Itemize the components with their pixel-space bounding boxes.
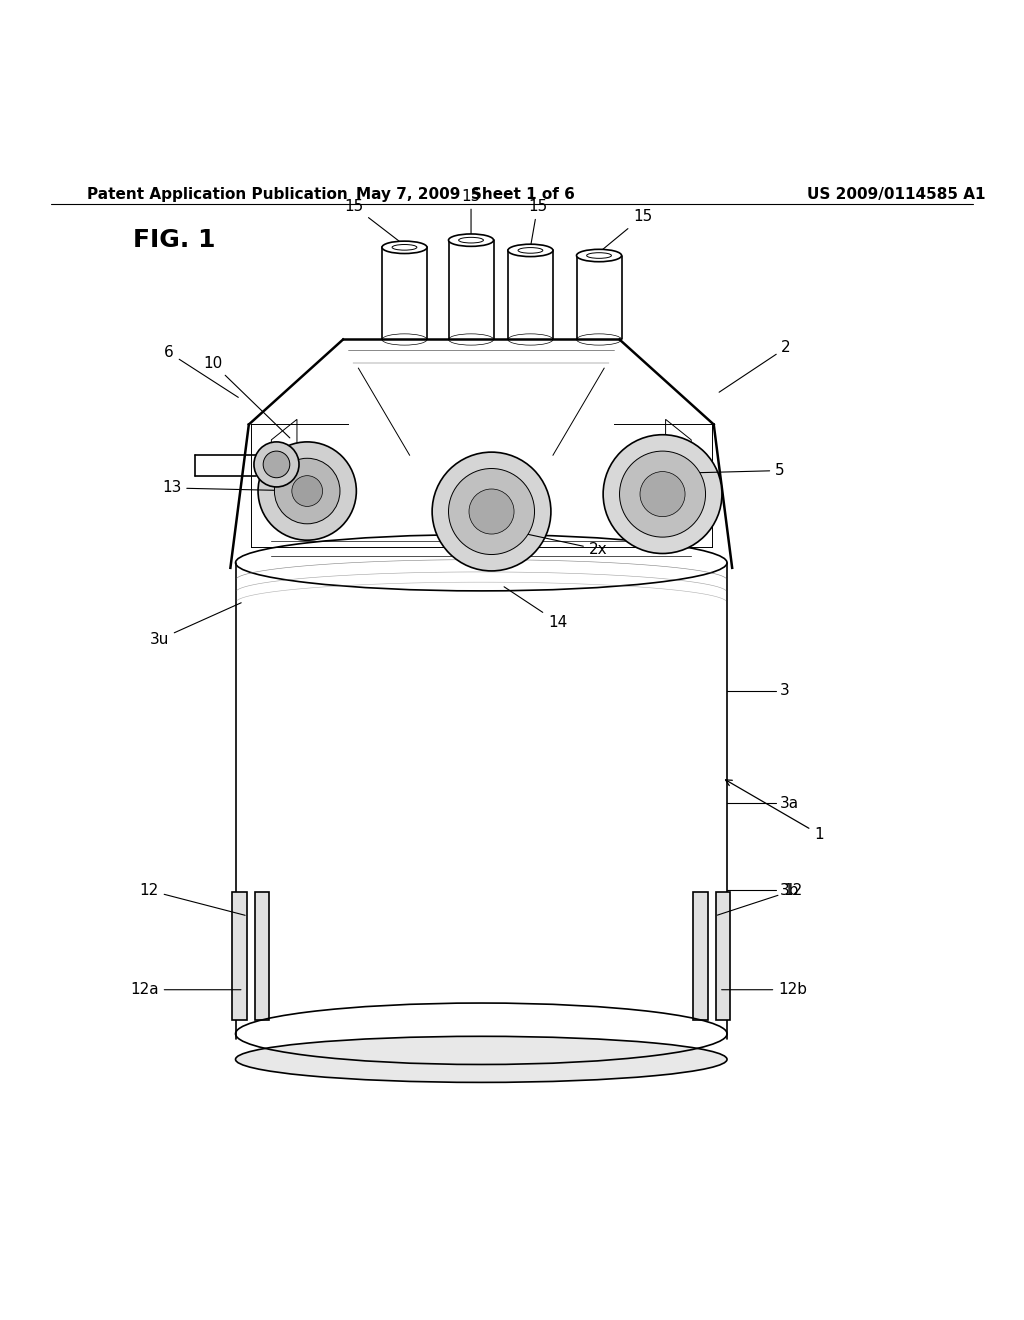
Circle shape — [603, 434, 722, 553]
Text: 1: 1 — [726, 780, 823, 842]
Text: 15: 15 — [462, 189, 480, 235]
Text: 3u: 3u — [150, 603, 242, 647]
Ellipse shape — [382, 242, 427, 253]
Text: US 2009/0114585 A1: US 2009/0114585 A1 — [807, 186, 985, 202]
Circle shape — [292, 475, 323, 507]
Ellipse shape — [577, 249, 622, 261]
Text: May 7, 2009  Sheet 1 of 6: May 7, 2009 Sheet 1 of 6 — [356, 186, 575, 202]
Text: 12: 12 — [718, 883, 803, 915]
Circle shape — [254, 442, 299, 487]
Text: 5: 5 — [666, 463, 784, 478]
Text: 10: 10 — [203, 355, 290, 438]
Bar — [232, 892, 247, 1020]
Circle shape — [274, 458, 340, 524]
Text: 3a: 3a — [780, 796, 800, 810]
Text: 2: 2 — [719, 341, 791, 392]
Text: 6: 6 — [164, 346, 239, 397]
Circle shape — [640, 471, 685, 516]
Text: 13: 13 — [162, 480, 304, 495]
Text: 15: 15 — [344, 199, 402, 244]
Circle shape — [469, 488, 514, 535]
Circle shape — [258, 442, 356, 540]
Text: 12: 12 — [139, 883, 245, 915]
Ellipse shape — [508, 244, 553, 256]
Text: 14: 14 — [504, 587, 567, 630]
Text: Patent Application Publication: Patent Application Publication — [87, 186, 348, 202]
Bar — [716, 892, 730, 1020]
Text: 2x: 2x — [520, 532, 607, 557]
Circle shape — [432, 453, 551, 572]
Text: 12a: 12a — [130, 982, 241, 997]
Text: 3b: 3b — [780, 883, 800, 898]
Text: 15: 15 — [601, 209, 652, 251]
Text: 12b: 12b — [722, 982, 807, 997]
Bar — [693, 892, 708, 1020]
Circle shape — [263, 451, 290, 478]
Ellipse shape — [236, 1036, 727, 1082]
Circle shape — [620, 451, 706, 537]
Circle shape — [449, 469, 535, 554]
Bar — [255, 892, 269, 1020]
Text: 3: 3 — [780, 684, 791, 698]
Text: FIG. 1: FIG. 1 — [133, 228, 216, 252]
Ellipse shape — [449, 234, 494, 247]
Text: 15: 15 — [528, 199, 547, 244]
